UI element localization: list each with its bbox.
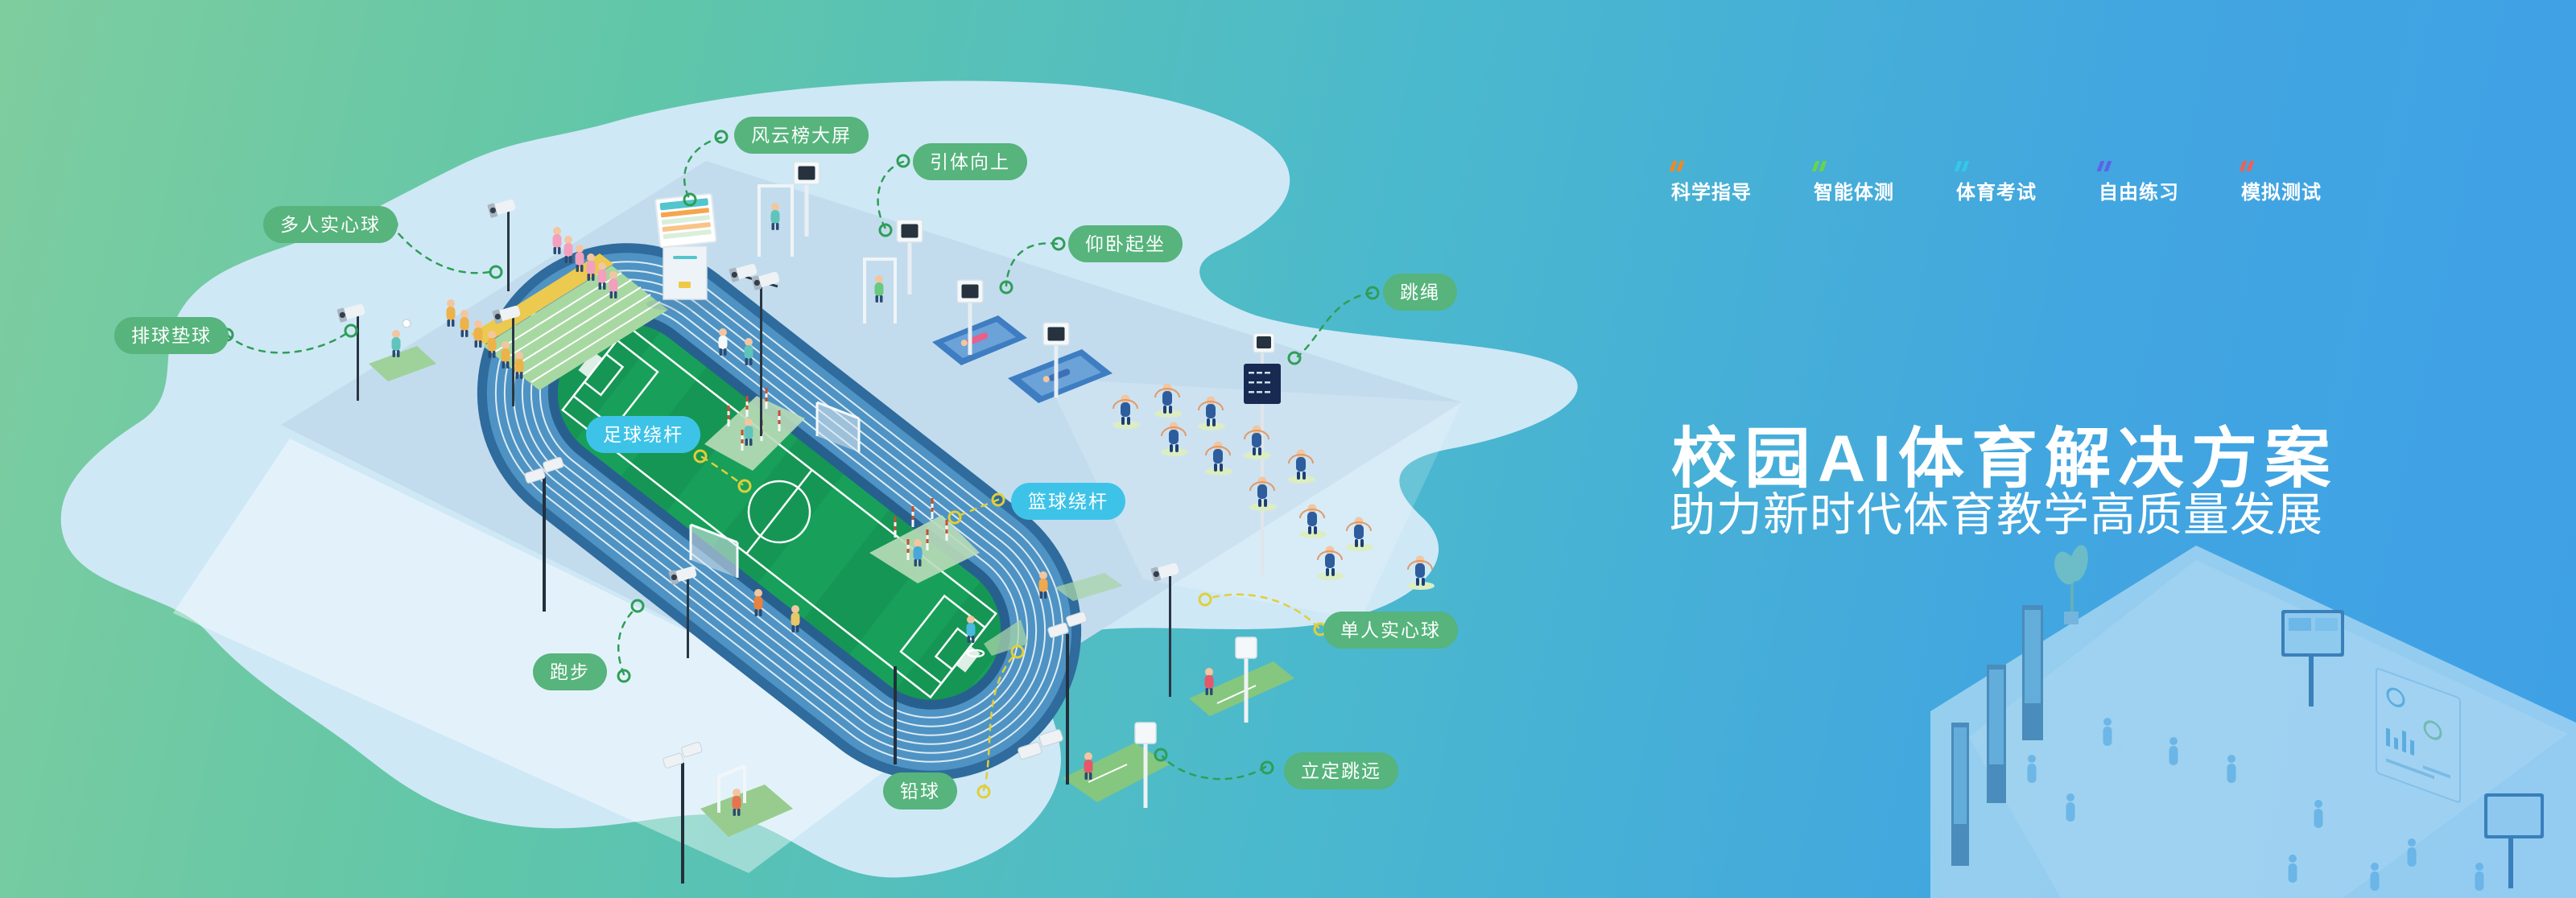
station-label-zuqiu-raogan: 足球绕杆: [586, 416, 700, 453]
pullup-station-1: [758, 184, 794, 257]
double-slash-icon: [1669, 161, 1752, 171]
throw-practice-area: [700, 764, 793, 837]
soccer-field-markings: [561, 324, 997, 699]
long-jump-area: [1063, 636, 1294, 809]
goal-right: [956, 646, 980, 673]
potted-plant: [2054, 545, 2088, 624]
station-label-qianqiu: 铅球: [883, 772, 957, 809]
wall-tv-2: [2484, 793, 2544, 888]
menu-item-label: 体育考试: [1956, 182, 2037, 204]
goal-frame-top: [815, 401, 861, 452]
yellow-connector-rings: [693, 449, 1327, 799]
station-label-yinti-xiangshang: 引体向上: [913, 143, 1027, 180]
menu-item-label: 模拟测试: [2241, 182, 2322, 204]
wall-dashboard: [2376, 668, 2461, 803]
wall-tv-1: [2281, 610, 2344, 706]
green-connectors: [225, 136, 1373, 781]
page-title: 校园AI体育解决方案: [1671, 422, 2339, 496]
page-subtitle: 助力新时代体育教学高质量发展: [1670, 489, 2323, 541]
start-grid: [471, 253, 668, 390]
goal-left: [578, 351, 602, 377]
menu-item-zhineng-tice[interactable]: 智能体测: [1811, 161, 1894, 204]
volleyball-area: [369, 319, 436, 381]
double-slash-icon: [1811, 161, 1894, 171]
situp-area: [932, 315, 1113, 403]
soccer-slalom-area: [704, 388, 805, 471]
indoor-gym-illustration: [1930, 545, 2576, 898]
station-label-fengyunbang-daping: 风云榜大屏: [734, 117, 869, 154]
basketball-slalom-area: [869, 498, 980, 583]
pullup-station-2: [863, 257, 897, 323]
menu-item-label: 自由练习: [2099, 182, 2179, 204]
double-slash-icon: [2239, 161, 2322, 171]
station-label-liding-tiaoyuan: 立定跳远: [1284, 752, 1398, 789]
station-label-danren-shixinqiu: 单人实心球: [1323, 612, 1458, 649]
scoreboard: [1244, 332, 1281, 575]
platform-right-apron: [1046, 378, 1462, 620]
menu-item-kexue-zhidao[interactable]: 科学指导: [1669, 161, 1752, 204]
kiosk-screens: [1951, 605, 2043, 866]
menu-item-moni-ceshi[interactable]: 模拟测试: [2239, 161, 2322, 204]
floodlight-poles: [522, 456, 1090, 884]
running-track: [477, 243, 1082, 781]
menu-item-label: 科学指导: [1671, 182, 1752, 204]
goal-frame-bottom: [689, 523, 739, 578]
station-label-lanqiu-raogan: 篮球绕杆: [1011, 483, 1125, 520]
double-slash-icon: [2096, 161, 2179, 171]
gym-people: [2027, 718, 2484, 891]
leaderboard-screen: [646, 192, 724, 311]
menu-item-ziyou-lianxi[interactable]: 自由练习: [2096, 161, 2179, 204]
menu-item-label: 智能体测: [1814, 182, 1894, 204]
station-label-paiqiu-dianqiu: 排球垫球: [114, 317, 229, 354]
menu-item-tiyu-kaoshi[interactable]: 体育考试: [1954, 161, 2037, 204]
station-label-paobu: 跑步: [533, 653, 607, 690]
feature-menu: 科学指导 智能体测 体育考试 自由练习 模拟测试: [1669, 161, 2322, 204]
station-label-tiaosheng: 跳绳: [1383, 274, 1457, 311]
station-label-yangwo-qizuo: 仰卧起坐: [1068, 225, 1183, 262]
station-label-duoren-shixinqiu: 多人实心球: [263, 206, 398, 243]
camera-poles: [336, 197, 1180, 697]
double-slash-icon: [1954, 161, 2037, 171]
